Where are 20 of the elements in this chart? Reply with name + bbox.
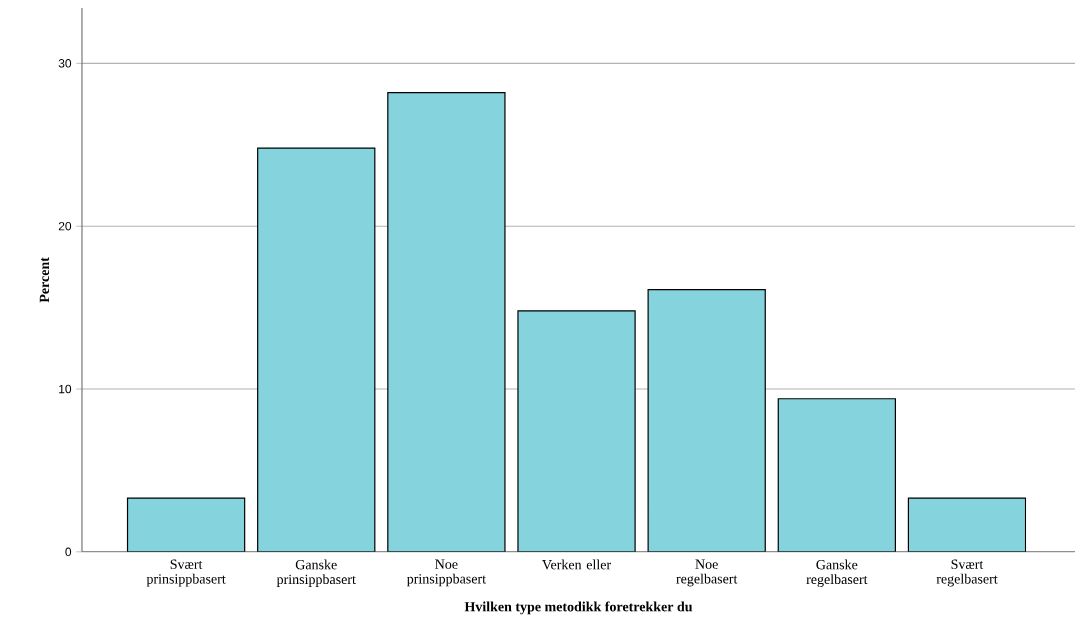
bar bbox=[777, 398, 896, 552]
bar bbox=[907, 497, 1027, 552]
bar bbox=[257, 147, 376, 552]
y-axis-title: Percent bbox=[39, 257, 50, 303]
y-tick-label: 20 bbox=[58, 222, 72, 231]
x-tick-label: Verken eller bbox=[542, 559, 611, 570]
bar bbox=[126, 497, 246, 552]
y-tick-label: 10 bbox=[59, 384, 72, 394]
x-tick-label: Noe prinsippbasert bbox=[406, 559, 486, 587]
bar bbox=[517, 310, 636, 552]
x-axis-title: Hvilken type metodikk foretrekker du bbox=[464, 601, 693, 615]
x-tick-label: Ganske prinsippbasert bbox=[276, 559, 356, 587]
x-tick-label: Svært prinsippbasert bbox=[146, 559, 226, 587]
bar bbox=[647, 289, 766, 552]
x-tick-label: Ganske regelbasert bbox=[806, 559, 868, 588]
y-tick-label: 0 bbox=[65, 547, 72, 557]
x-tick-label: Noe regelbasert bbox=[676, 559, 738, 587]
x-tick-label: Svært regelbasert bbox=[936, 559, 998, 587]
y-tick-label: 30 bbox=[58, 59, 72, 68]
bar bbox=[387, 92, 506, 552]
